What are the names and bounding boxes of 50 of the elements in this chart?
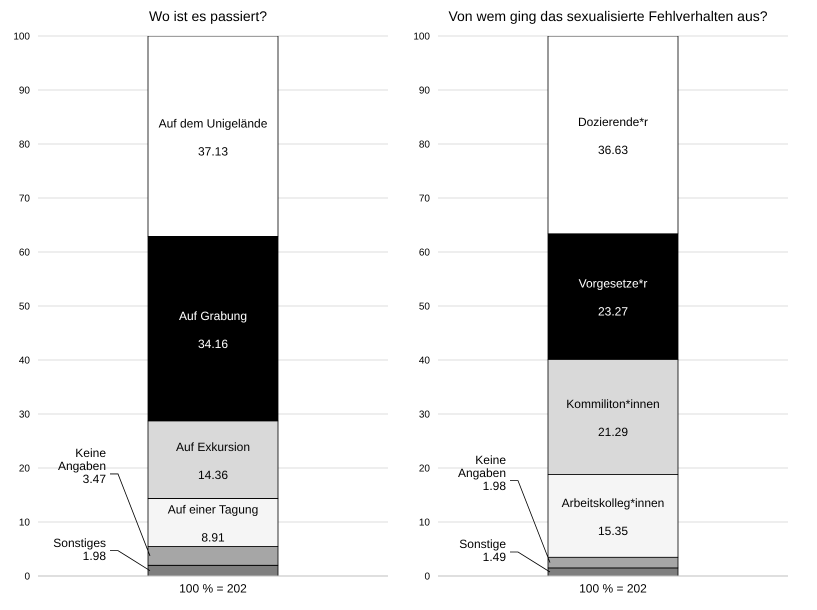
data-label: 15.35 <box>598 524 628 538</box>
data-label: 23.27 <box>598 304 628 319</box>
y-tick-label: 50 <box>418 302 430 313</box>
series-label: Vorgesetze*r <box>578 276 648 291</box>
text: Keine Angaben <box>458 452 506 480</box>
y-tick-label: 10 <box>418 518 430 529</box>
y-tick-label: 90 <box>418 86 430 97</box>
y-tick-label: 20 <box>418 464 430 475</box>
y-tick-label: 0 <box>24 572 30 583</box>
y-tick-label: 10 <box>18 518 30 529</box>
x-tick-label: 100 % = 202 <box>579 582 648 596</box>
y-tick-label: 80 <box>418 140 430 151</box>
y-tick-label: 20 <box>18 464 30 475</box>
data-label: 37.13 <box>198 144 228 158</box>
data-label: 34.16 <box>198 336 228 351</box>
series-label: Auf Exkursion <box>176 440 250 454</box>
annotation: 1.98 <box>82 548 106 563</box>
y-tick-label: 80 <box>18 140 30 151</box>
chart-title: Wo ist es passiert? <box>148 8 268 26</box>
y-tick-label: 0 <box>424 572 430 583</box>
y-tick-label: 50 <box>18 302 30 313</box>
y-tick-label: 40 <box>418 356 430 367</box>
y-tick-label: 30 <box>418 410 430 421</box>
chart-title: Von wem ging das sexualisierte Fehlverhalten aus? <box>447 8 769 26</box>
series-label: Dozierende*r <box>578 115 648 130</box>
y-tick-label: 100 <box>13 32 30 43</box>
series-label: Auf dem Unigelände <box>158 116 268 130</box>
annotation: 1.98 <box>482 478 506 493</box>
y-tick-label: 60 <box>18 248 30 259</box>
y-tick-label: 90 <box>18 86 30 97</box>
x-tick-label: 100 % = 202 <box>179 582 248 596</box>
y-tick-label: 60 <box>418 248 430 259</box>
text: Sonstige <box>459 537 506 552</box>
text: Sonstiges <box>53 536 106 550</box>
series-label: Arbeitskolleg*innen <box>562 496 664 510</box>
data-label: 36.63 <box>598 143 628 158</box>
y-tick-label: 30 <box>18 410 30 421</box>
data-label: 8.91 <box>201 530 225 545</box>
series-label: Auf einer Tagung <box>168 502 258 517</box>
data-label: 21.29 <box>598 425 628 440</box>
y-tick-label: 70 <box>18 194 30 205</box>
annotation: 3.47 <box>82 472 106 486</box>
annotation: 1.49 <box>482 550 506 564</box>
y-tick-label: 70 <box>418 194 430 205</box>
series-label: Auf Grabung <box>178 308 248 323</box>
text: Keine Angaben <box>58 446 106 474</box>
y-tick-label: 40 <box>18 356 30 367</box>
data-label: 14.36 <box>198 468 228 482</box>
y-tick-label: 100 <box>413 32 430 43</box>
series-label: Kommiliton*innen <box>566 397 660 412</box>
